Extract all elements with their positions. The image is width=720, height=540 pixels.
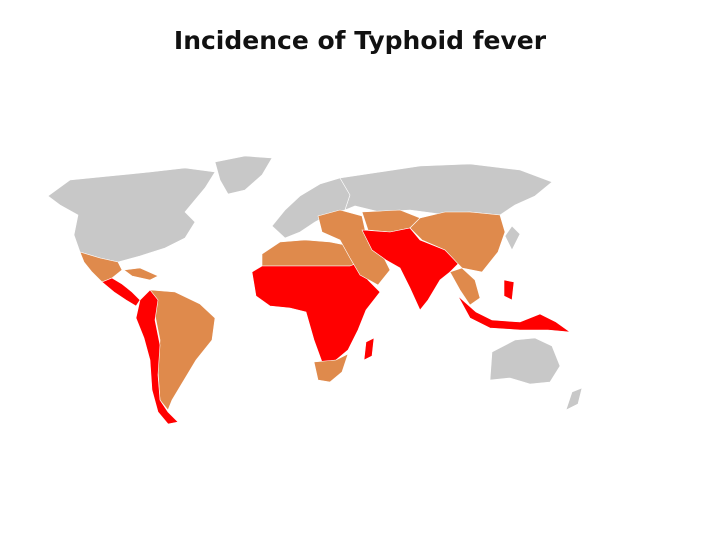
madagascar: [363, 337, 375, 361]
south-asia: [361, 227, 461, 311]
new-zealand: [565, 387, 583, 411]
middle-east: [317, 209, 391, 286]
philippines: [503, 279, 515, 301]
southeast-asia: [449, 267, 481, 306]
slide-title: Incidence of Typhoid fever: [173, 26, 547, 55]
japan-korea: [504, 225, 521, 251]
russia: [339, 163, 553, 216]
central-africa: [251, 261, 381, 363]
australia: [489, 337, 561, 385]
caribbean: [123, 267, 159, 281]
south-america-west: [135, 289, 179, 425]
greenland: [214, 155, 273, 195]
indonesia: [457, 295, 572, 333]
east-asia: [409, 211, 506, 273]
southern-africa: [313, 353, 349, 383]
central-america: [101, 277, 141, 307]
north-america: [47, 167, 216, 263]
